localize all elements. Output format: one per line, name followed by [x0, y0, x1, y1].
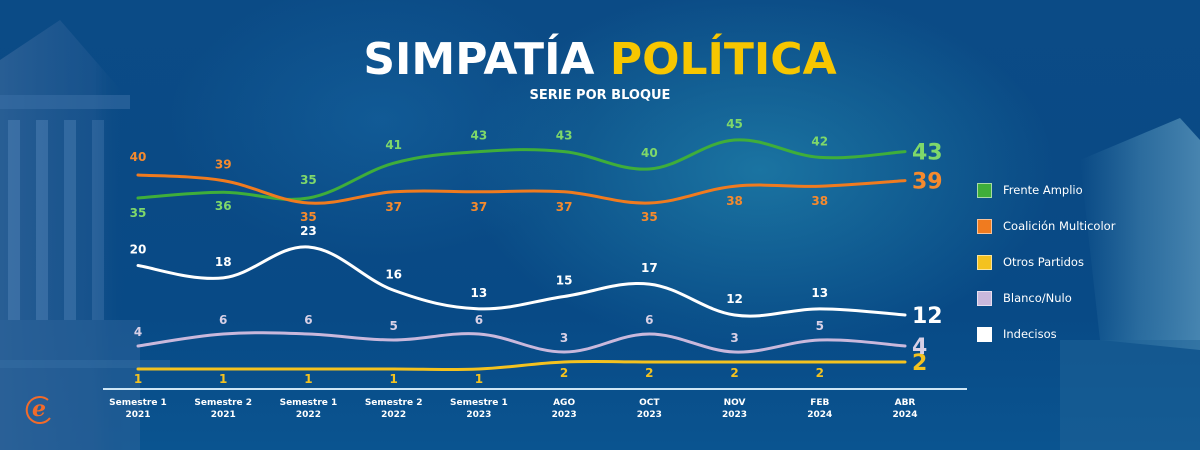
- data-label-coalici-n-multicolor: 38: [811, 194, 828, 208]
- data-label-otros-partidos: 1: [219, 372, 227, 386]
- data-label-otros-partidos: 1: [389, 372, 397, 386]
- legend-label: Otros Partidos: [1003, 255, 1084, 269]
- data-label-otros-partidos: 2: [645, 366, 653, 380]
- legend-swatch: [977, 218, 992, 234]
- x-tick-label: Semestre 1 2021: [109, 398, 167, 420]
- x-tick-label: AGO 2023: [552, 398, 577, 420]
- end-label-blanco-nulo: 4: [912, 335, 927, 360]
- end-label-frente-amplio: 43: [912, 141, 943, 166]
- data-label-indecisos: 16: [385, 267, 402, 281]
- legend-label: Coalición Multicolor: [1003, 219, 1116, 233]
- data-label-otros-partidos: 1: [475, 372, 483, 386]
- legend-swatch: [977, 290, 992, 306]
- data-label-blanco-nulo: 4: [134, 325, 142, 339]
- data-label-blanco-nulo: 6: [475, 313, 483, 327]
- data-label-frente-amplio: 43: [471, 129, 488, 143]
- data-label-otros-partidos: 2: [730, 366, 738, 380]
- parliament-building-image: [0, 20, 170, 450]
- data-label-frente-amplio: 45: [726, 117, 743, 131]
- x-tick-label: Semestre 1 2022: [280, 398, 338, 420]
- data-label-coalici-n-multicolor: 37: [471, 200, 488, 214]
- data-label-indecisos: 12: [726, 292, 743, 306]
- data-label-frente-amplio: 35: [130, 206, 147, 220]
- legend: Frente Amplio Coalición Multicolor Otros P…: [977, 172, 1115, 352]
- legend-swatch: [977, 254, 992, 270]
- data-label-blanco-nulo: 3: [730, 331, 738, 345]
- data-label-blanco-nulo: 3: [560, 331, 568, 345]
- ballot-box-image: [1060, 118, 1200, 450]
- data-label-blanco-nulo: 6: [219, 313, 227, 327]
- x-tick-label: ABR 2024: [892, 398, 917, 420]
- series-line-otros-partidos: [136, 359, 907, 372]
- chart-title: SIMPATÍA POLÍTICA: [0, 34, 1200, 86]
- end-label-indecisos: 12: [912, 304, 943, 329]
- data-label-otros-partidos: 1: [304, 372, 312, 386]
- legend-label: Blanco/Nulo: [1003, 291, 1072, 305]
- data-label-indecisos: 18: [215, 255, 232, 269]
- data-label-otros-partidos: 2: [560, 366, 568, 380]
- x-tick-label: OCT 2023: [637, 398, 662, 420]
- x-tick-label: Semestre 2 2021: [194, 398, 252, 420]
- legend-item: Indecisos: [977, 316, 1115, 352]
- data-label-coalici-n-multicolor: 39: [215, 158, 232, 172]
- data-label-blanco-nulo: 5: [816, 319, 824, 333]
- data-label-frente-amplio: 36: [215, 199, 232, 213]
- legend-item: Blanco/Nulo: [977, 280, 1115, 316]
- data-label-frente-amplio: 40: [641, 146, 658, 160]
- legend-swatch: [977, 326, 992, 342]
- data-label-frente-amplio: 35: [300, 173, 317, 187]
- data-label-coalici-n-multicolor: 38: [726, 194, 743, 208]
- legend-item: Coalición Multicolor: [977, 208, 1115, 244]
- data-label-frente-amplio: 41: [385, 138, 402, 152]
- data-label-indecisos: 15: [556, 273, 573, 287]
- data-label-coalici-n-multicolor: 37: [556, 200, 573, 214]
- x-tick-label: Semestre 2 2022: [365, 398, 423, 420]
- legend-item: Otros Partidos: [977, 244, 1115, 280]
- data-label-indecisos: 13: [471, 286, 488, 300]
- title-accent: POLÍTICA: [609, 34, 837, 85]
- legend-item: Frente Amplio: [977, 172, 1115, 208]
- x-tick-label: FEB 2024: [807, 398, 832, 420]
- data-label-coalici-n-multicolor: 35: [641, 210, 658, 224]
- title-main: SIMPATÍA: [363, 34, 595, 85]
- data-label-indecisos: 17: [641, 261, 658, 275]
- data-label-coalici-n-multicolor: 40: [130, 150, 147, 164]
- legend-label: Indecisos: [1003, 327, 1057, 341]
- data-label-indecisos: 20: [130, 243, 147, 257]
- x-axis-ticks: Semestre 1 2021 Semestre 2 2021 Semestre 1 20…: [109, 398, 917, 420]
- data-label-coalici-n-multicolor: 37: [385, 200, 402, 214]
- chart-subtitle: SERIE POR BLOQUE: [529, 88, 671, 103]
- series-line-indecisos: [136, 245, 907, 318]
- end-label-otros-partidos: 2: [912, 351, 927, 376]
- data-label-coalici-n-multicolor: 35: [300, 210, 317, 224]
- series-lines: [136, 138, 907, 372]
- data-label-otros-partidos: 2: [816, 366, 824, 380]
- data-label-frente-amplio: 43: [556, 129, 573, 143]
- legend-label: Frente Amplio: [1003, 183, 1083, 197]
- series-line-blanco-nulo: [136, 331, 907, 354]
- svg-text:e: e: [32, 396, 46, 422]
- data-label-frente-amplio: 42: [811, 134, 828, 148]
- legend-swatch: [977, 182, 992, 198]
- data-label-indecisos: 13: [811, 286, 828, 300]
- data-label-blanco-nulo: 6: [645, 313, 653, 327]
- data-label-otros-partidos: 1: [134, 372, 142, 386]
- x-tick-label: Semestre 1 2023: [450, 398, 508, 420]
- series-line-coalici-n-multicolor: [136, 173, 907, 205]
- end-label-coalici-n-multicolor: 39: [912, 170, 943, 195]
- x-tick-label: NOV 2023: [722, 398, 747, 420]
- data-label-indecisos: 23: [300, 224, 317, 238]
- e-logo-icon: e: [25, 396, 51, 425]
- data-label-blanco-nulo: 6: [304, 313, 312, 327]
- series-line-frente-amplio: [136, 138, 907, 201]
- data-label-blanco-nulo: 5: [389, 319, 397, 333]
